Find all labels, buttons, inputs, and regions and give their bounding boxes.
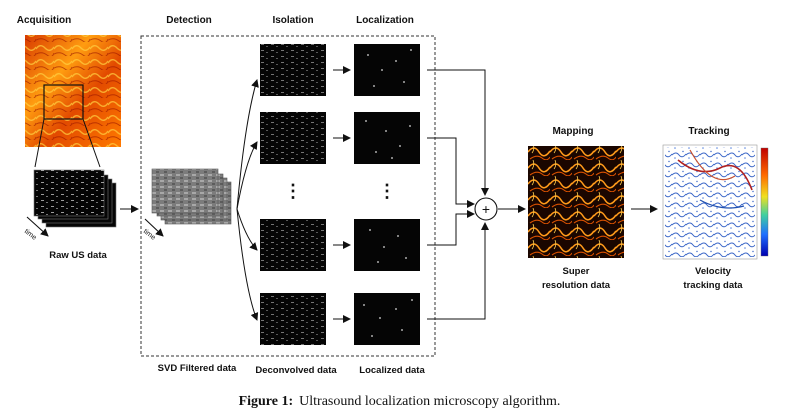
- super-resolution-label-line2: resolution data: [542, 280, 611, 291]
- time-axis-label-svd: time: [142, 228, 157, 242]
- localization-frame-1: [354, 44, 420, 96]
- ulm-pipeline-diagram: Acquisition Detection Isolation Localiza…: [17, 15, 769, 376]
- merge-arrows-to-sum: [427, 69, 489, 320]
- velocity-colorbar: [760, 147, 769, 257]
- time-axis-label-raw: time: [23, 228, 38, 242]
- raw-us-data-label: Raw US data: [49, 250, 107, 261]
- figure-caption-label: Figure 1:: [238, 394, 294, 409]
- time-axis-arrow-raw: [26, 216, 49, 237]
- velocity-label-line1: Velocity: [695, 266, 732, 277]
- localized-data-label: Localized data: [359, 365, 425, 376]
- deconvolved-data-label: Deconvolved data: [255, 365, 337, 376]
- stage-label-isolation: Isolation: [272, 15, 313, 26]
- acquisition-image: [25, 35, 121, 168]
- super-resolution-label-line1: Super: [563, 266, 590, 277]
- isolation-frame-2: [260, 112, 326, 164]
- isolation-frame-3: [260, 219, 326, 271]
- localization-frame-3: [354, 219, 420, 271]
- svd-filtered-frame-stack: [151, 168, 232, 225]
- localization-frame-2: [354, 112, 420, 164]
- velocity-tracking-image: [662, 144, 758, 260]
- super-resolution-map-image: [528, 146, 624, 258]
- stage-label-localization: Localization: [356, 15, 414, 26]
- velocity-label-line2: tracking data: [683, 280, 743, 291]
- localization-frame-4: [354, 293, 420, 345]
- zoom-line-left: [34, 118, 45, 168]
- sum-symbol: +: [482, 201, 490, 217]
- localization-ellipsis: ⋮: [378, 181, 396, 201]
- figure-caption-text: Ultrasound localization microscopy algor…: [299, 394, 561, 409]
- time-axis-arrow-svd: [144, 218, 164, 237]
- stage-label-mapping: Mapping: [552, 126, 593, 137]
- processing-dashed-box: [140, 35, 436, 357]
- isolation-ellipsis: ⋮: [284, 181, 302, 201]
- svd-filtered-data-label: SVD Filtered data: [158, 363, 237, 374]
- raw-us-frame-stack: [33, 169, 117, 228]
- sum-node: +: [474, 197, 498, 221]
- figure-caption: Figure 1: Ultrasound localization microsc…: [0, 394, 799, 410]
- zoom-region-box: [43, 84, 84, 120]
- stage-label-acquisition: Acquisition: [17, 15, 71, 26]
- stage-label-tracking: Tracking: [688, 126, 729, 137]
- isolation-frame-4: [260, 293, 326, 345]
- zoom-line-right: [82, 118, 101, 168]
- isolation-frame-1: [260, 44, 326, 96]
- stage-label-detection: Detection: [166, 15, 212, 26]
- branch-arrows-svd-to-isolation: [236, 79, 259, 321]
